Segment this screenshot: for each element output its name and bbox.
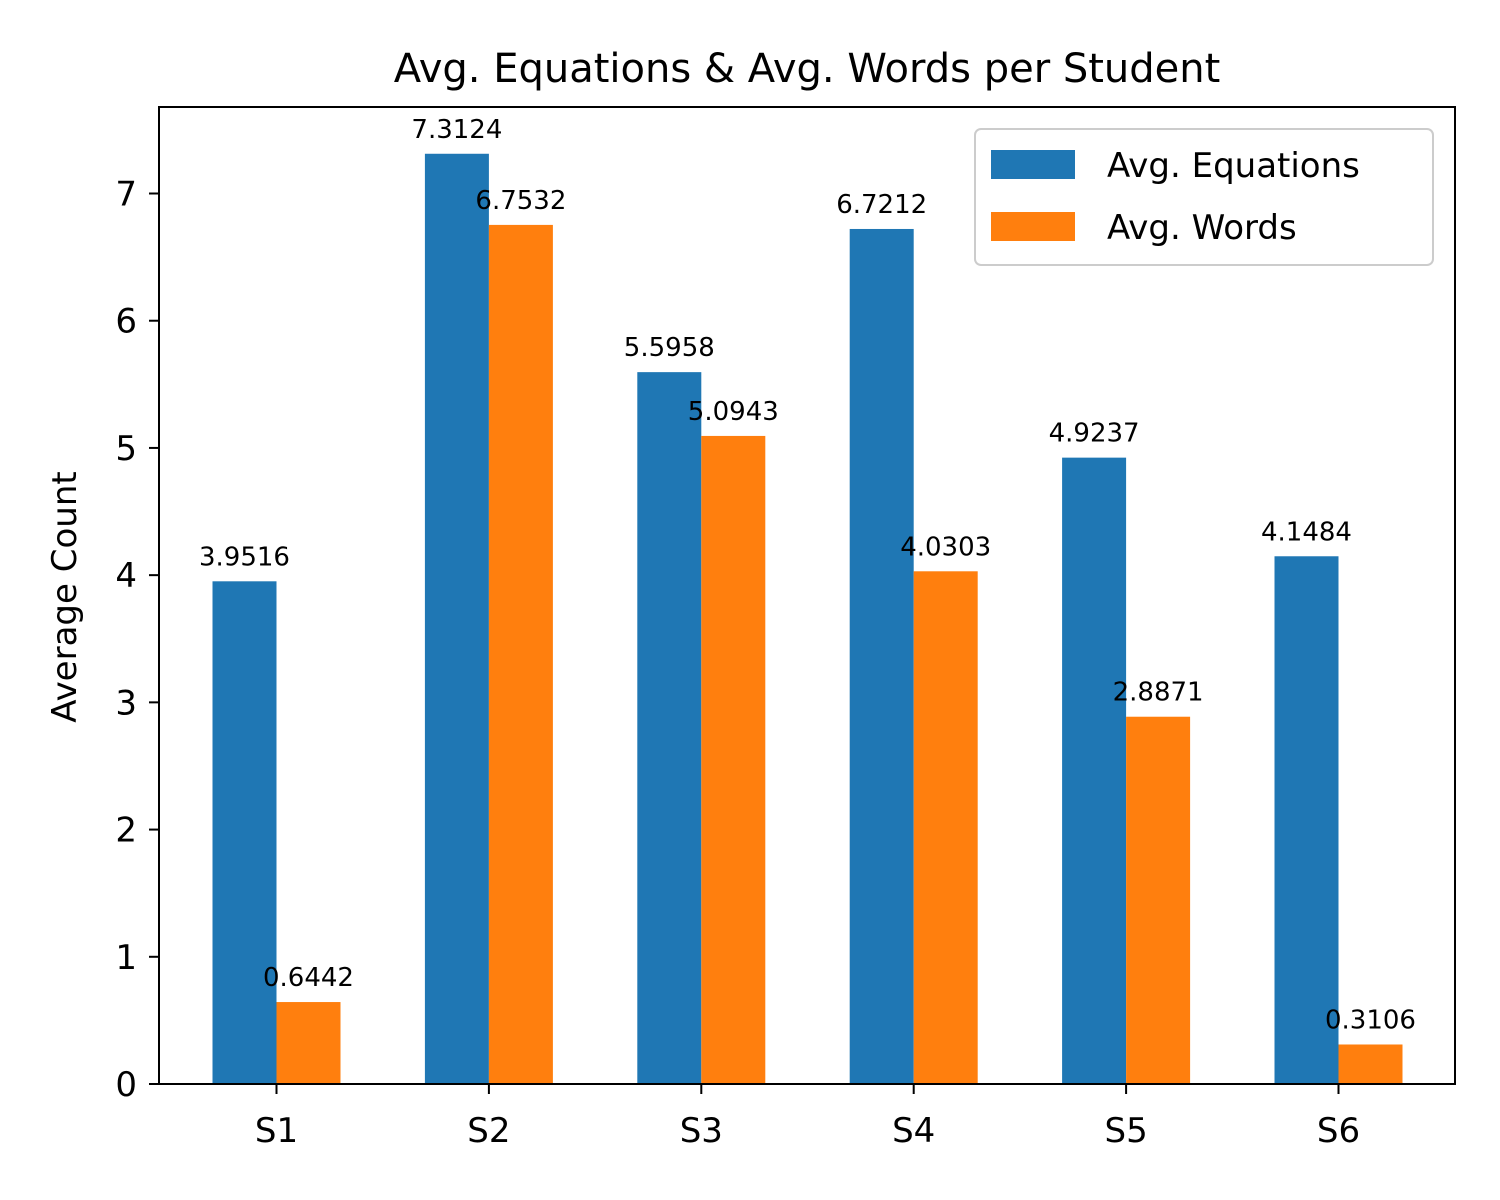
y-tick-label: 0 [115,1065,137,1105]
bar-words-S6 [1338,1044,1403,1084]
legend-swatch-words [991,212,1075,241]
legend-swatch-equations [991,150,1075,179]
data-label-words-S5: 2.8871 [1113,678,1204,708]
data-label-words-S2: 6.7532 [475,186,566,216]
y-tick-label: 4 [115,556,137,596]
x-axis-ticks: S1 S2 S3 S4 S5 S6 [255,1084,1360,1151]
bars-group [212,153,1403,1085]
bar-words-S1 [276,1002,341,1084]
x-tick-label: S6 [1317,1111,1360,1151]
data-label-words-S3: 5.0943 [688,397,779,427]
plot-frame [158,106,1456,1085]
y-tick-label: 7 [115,175,137,215]
bar-equations-S1 [212,581,277,1084]
y-tick-label: 1 [115,938,137,978]
data-label-words-S1: 0.6442 [263,963,354,993]
y-tick-label: 5 [115,429,137,469]
legend-box [974,128,1434,266]
data-label-equations-S3: 5.5958 [624,333,715,363]
chart-title: Avg. Equations & Avg. Words per Student [394,46,1221,92]
bar-equations-S6 [1274,556,1339,1084]
y-axis-label: Average Count [45,471,85,722]
bar-words-S4 [913,571,978,1084]
bar-equations-S4 [849,228,914,1084]
y-tick-label: 6 [115,302,137,342]
y-tick-label: 2 [115,811,137,851]
data-label-equations-S6: 4.1484 [1261,517,1352,547]
data-label-equations-S1: 3.9516 [199,542,290,572]
legend-label-words: Avg. Words [1107,208,1297,248]
bar-equations-S5 [1062,457,1127,1084]
legend-label-equations: Avg. Equations [1107,146,1360,186]
data-label-words-S6: 0.3106 [1325,1005,1416,1035]
x-tick-label: S5 [1104,1111,1147,1151]
y-tick-label: 3 [115,683,137,723]
bar-equations-S2 [424,153,489,1085]
bar-words-S3 [701,435,766,1085]
data-label-equations-S5: 4.9237 [1049,419,1140,449]
data-labels-group: 3.9516 7.3124 5.5958 6.7212 4.9237 4.1484 0.64… [199,115,1416,1036]
bar-equations-S3 [637,372,702,1085]
x-tick-label: S2 [467,1111,510,1151]
bar-words-S2 [488,224,553,1085]
x-tick-label: S3 [680,1111,723,1151]
data-label-words-S4: 4.0303 [900,532,991,562]
x-tick-label: S4 [892,1111,935,1151]
y-axis-ticks: 0 1 2 3 4 5 6 7 [115,175,159,1105]
bar-words-S5 [1126,716,1191,1084]
data-label-equations-S4: 6.7212 [836,190,927,220]
legend: Avg. Equations Avg. Words [974,128,1434,266]
x-tick-label: S1 [255,1111,298,1151]
data-label-equations-S2: 7.3124 [411,115,502,145]
